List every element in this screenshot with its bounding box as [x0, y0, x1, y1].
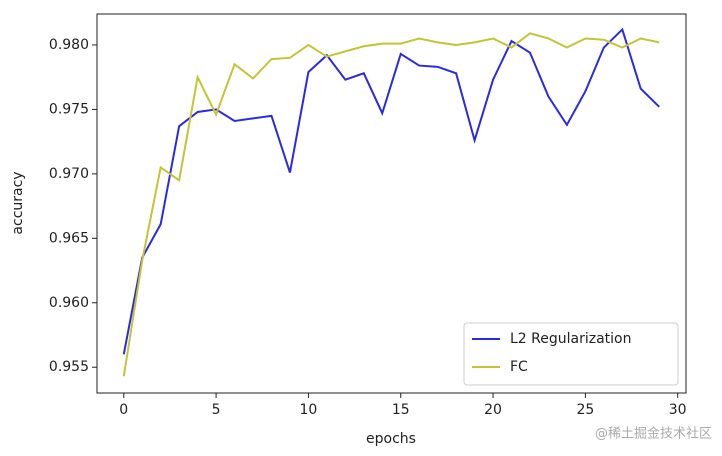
series-line [122, 32, 660, 377]
legend-label: L2 Regularization [510, 331, 632, 347]
y-tick-label: 0.965 [49, 230, 89, 246]
legend-label: FC [510, 359, 528, 375]
x-tick-label: 20 [484, 402, 502, 418]
legend-box [463, 322, 679, 386]
x-axis-label: epochs [366, 431, 416, 447]
y-tick-label: 0.975 [49, 101, 89, 117]
y-tick-label: 0.960 [49, 295, 89, 311]
x-tick-label: 15 [392, 402, 410, 418]
y-tick-label: 0.980 [49, 37, 89, 53]
series-line [122, 27, 660, 355]
x-tick-label: 10 [299, 402, 317, 418]
x-tick-label: 5 [212, 402, 221, 418]
x-tick-label: 0 [119, 402, 128, 418]
y-axis-label: accuracy [10, 171, 26, 234]
y-tick-label: 0.955 [49, 359, 89, 375]
y-tick-label: 0.970 [49, 166, 89, 182]
plot-frame [96, 13, 687, 394]
watermark: @稀土掘金技术社区 [595, 426, 712, 442]
x-tick-label: 30 [669, 402, 687, 418]
x-tick-label: 25 [576, 402, 594, 418]
